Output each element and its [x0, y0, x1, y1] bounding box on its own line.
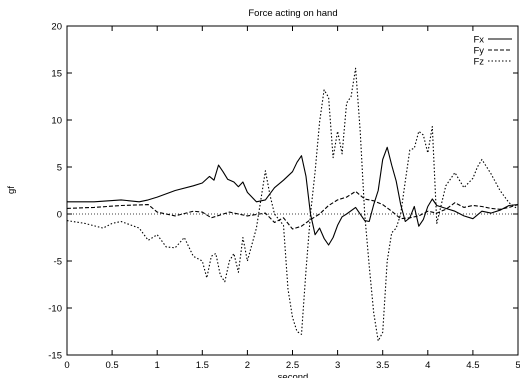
x-tick-label: 0 [64, 360, 69, 371]
y-tick-label: 0 [57, 210, 62, 221]
x-tick-label: 0.5 [105, 360, 118, 371]
legend-label-fx: Fx [473, 35, 484, 46]
x-tick-label: 4.5 [466, 360, 479, 371]
y-axis-label: gf [6, 186, 17, 194]
x-tick-label: 4 [425, 360, 430, 371]
x-tick-label: 5 [515, 360, 520, 371]
y-tick-label: 15 [51, 69, 62, 80]
x-axis-label: second [278, 372, 309, 378]
series-group [67, 68, 518, 341]
x-tick-label: 2 [245, 360, 250, 371]
y-tick-label: 5 [57, 163, 62, 174]
y-tick-label: -15 [48, 351, 62, 362]
legend-label-fy: Fy [473, 46, 484, 57]
series-line-fx [67, 147, 518, 245]
x-tick-label: 3 [335, 360, 340, 371]
y-tick-label: 20 [51, 22, 62, 33]
x-tick-label: 1 [155, 360, 160, 371]
y-tick-label: -5 [54, 257, 62, 268]
axis-ticks: 0 0.5 1 1.5 2 2.5 3 3.5 4 4.5 5 -15 -10 -5 0 5 10 15 20 [48, 22, 520, 372]
plot-frame [67, 26, 518, 355]
y-tick-label: -10 [48, 304, 62, 315]
x-tick-label: 1.5 [196, 360, 209, 371]
legend-label-fz: Fz [473, 57, 484, 68]
x-tick-label: 2.5 [286, 360, 299, 371]
y-tick-label: 10 [51, 116, 62, 127]
chart-title: Force acting on hand [248, 8, 337, 19]
x-tick-label: 3.5 [376, 360, 389, 371]
